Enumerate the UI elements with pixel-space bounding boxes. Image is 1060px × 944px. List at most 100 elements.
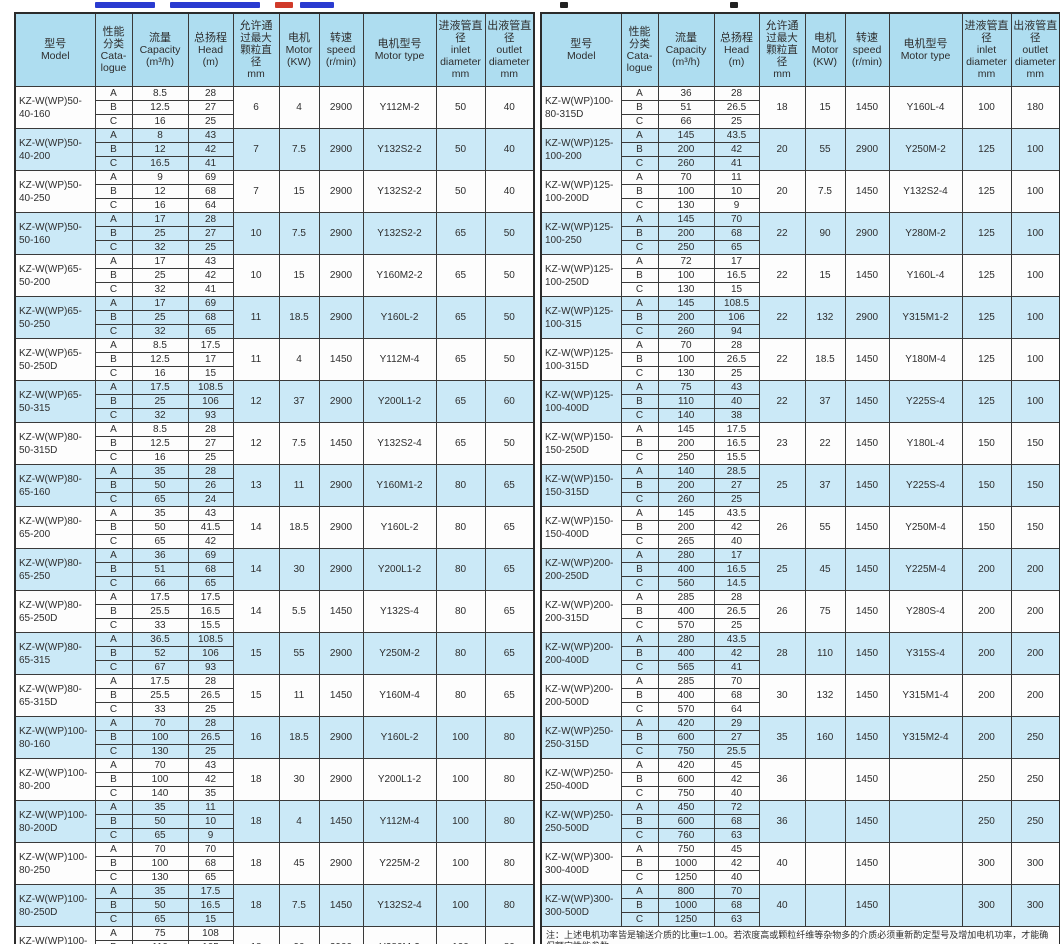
particle-cell: 12 bbox=[232, 380, 280, 423]
motor-type-cell: Y225S-4 bbox=[888, 380, 963, 423]
motor-type-cell: Y280M-2 bbox=[888, 212, 963, 255]
head-cell: 24 bbox=[187, 492, 234, 507]
motor-type-cell: Y132S2-2 bbox=[362, 170, 437, 213]
outlet-diameter-cell: 50 bbox=[484, 338, 535, 381]
col-header-line: 径 bbox=[250, 56, 262, 69]
motor-kw-cell: 132 bbox=[804, 296, 846, 339]
col-header-line: 颗粒直 bbox=[766, 44, 798, 57]
col-header-line: inlet bbox=[976, 44, 997, 57]
model-cell: KZ-W(WP)80-65-315D bbox=[14, 674, 96, 717]
sub-row: KZ-W(WP)100-80-315A7510818902900Y280M-21… bbox=[14, 926, 535, 944]
capacity-cell: 36 bbox=[657, 86, 715, 101]
capacity-cell: 35 bbox=[131, 800, 189, 815]
particle-cell: 18 bbox=[232, 758, 280, 801]
speed-cell: 2900 bbox=[318, 926, 364, 944]
capacity-cell: 570 bbox=[657, 618, 715, 633]
catalogue-cell: B bbox=[620, 814, 659, 829]
head-cell: 26.5 bbox=[713, 604, 760, 619]
head-cell: 27 bbox=[713, 478, 760, 493]
catalogue-cell: A bbox=[94, 422, 133, 437]
inlet-diameter-cell: 200 bbox=[961, 674, 1012, 717]
inlet-diameter-cell: 125 bbox=[961, 170, 1012, 213]
catalogue-cell: C bbox=[94, 828, 133, 843]
catalogue-cell: B bbox=[94, 814, 133, 829]
motor-type-cell: Y160L-2 bbox=[362, 506, 437, 549]
motor-kw-cell: 45 bbox=[278, 842, 320, 885]
catalogue-cell: A bbox=[94, 884, 133, 899]
motor-type-cell: Y132S2-2 bbox=[362, 212, 437, 255]
catalogue-cell: B bbox=[94, 940, 133, 944]
col-header-speed: 转速 speed (r/min) bbox=[318, 12, 364, 87]
sub-row: C 66 25 bbox=[541, 114, 1060, 129]
outlet-diameter-cell: 50 bbox=[484, 296, 535, 339]
outlet-diameter-cell: 200 bbox=[1010, 548, 1060, 591]
speed-cell: 1450 bbox=[844, 842, 890, 885]
col-header-line: Capacity bbox=[665, 44, 707, 57]
col-header-line: 总扬程 bbox=[194, 31, 227, 44]
col-header-line: 过最大 bbox=[240, 32, 272, 45]
sub-row: C 260 94 bbox=[541, 324, 1060, 339]
sub-row: B 25 106 bbox=[15, 394, 534, 409]
speed-cell: 1450 bbox=[844, 674, 890, 717]
head-cell: 15.5 bbox=[713, 450, 760, 465]
head-cell: 29 bbox=[713, 716, 760, 731]
model-row-group: KZ-W(WP)125-100-400D A 75 43 22 37 1450 Y225S-4… bbox=[540, 380, 1060, 423]
particle-cell: 10 bbox=[232, 254, 280, 297]
catalogue-cell: C bbox=[620, 870, 659, 885]
speed-cell: 2900 bbox=[318, 464, 364, 507]
capacity-cell: 32 bbox=[131, 408, 189, 423]
particle-cell: 15 bbox=[232, 632, 280, 675]
model-row-group: KZ-W(WP)125-100-315D A 70 28 22 18.5 1450 Y180M… bbox=[540, 338, 1060, 381]
head-cell: 68 bbox=[713, 898, 760, 913]
motor-type-cell bbox=[888, 758, 963, 801]
sub-row: KZ-W(WP)100-80-250 A 70 70 18 45 2900 Y225M-2 10… bbox=[14, 842, 535, 885]
model-row-group: KZ-W(WP)65-50-250 A 17 69 11 18.5 2900 Y160L-2 6… bbox=[14, 296, 535, 339]
outlet-diameter-cell: 200 bbox=[1010, 632, 1060, 675]
motor-kw-cell bbox=[804, 842, 846, 885]
col-header-line: 转速 bbox=[330, 31, 352, 44]
catalogue-cell: A bbox=[620, 422, 659, 437]
catalogue-cell: C bbox=[94, 324, 133, 339]
footnote-cell: 注：上述电机功率皆是输送介质的比重t=1.00。若浓度高或颗粒纤维等杂物多的介质… bbox=[540, 926, 1060, 944]
col-header-motor_type: 电机型号 Motor type bbox=[888, 12, 963, 87]
motor-type-cell: Y132S-4 bbox=[362, 590, 437, 633]
motor-type-cell: Y225S-4 bbox=[888, 464, 963, 507]
outlet-diameter-cell: 300 bbox=[1010, 842, 1060, 885]
particle-cell: 25 bbox=[758, 464, 806, 507]
capacity-cell: 260 bbox=[657, 492, 715, 507]
outlet-diameter-cell: 80 bbox=[484, 926, 535, 944]
outlet-diameter-cell: 65 bbox=[484, 632, 535, 675]
sub-row: C 130 65 bbox=[15, 870, 534, 885]
capacity-cell: 25 bbox=[131, 310, 189, 325]
particle-cell: 22 bbox=[758, 254, 806, 297]
sub-row: KZ-W(WP)80-65-160 A 35 28 13 11 2900 Y160M1-2 80… bbox=[14, 464, 535, 507]
motor-type-cell bbox=[888, 800, 963, 843]
sub-row: C 760 63 bbox=[541, 828, 1060, 843]
head-cell: 70 bbox=[713, 884, 760, 899]
sub-row: KZ-W(WP)100-80-315D A 36 28 18 15 1450 Y160L-4 1… bbox=[540, 86, 1060, 129]
sub-row: KZ-W(WP)300-300-500D A 800 70 40 1450 300 300 bbox=[540, 884, 1060, 927]
model-row-group: KZ-W(WP)125-100-250 A 145 70 22 90 2900 Y280M-2… bbox=[540, 212, 1060, 255]
particle-cell: 22 bbox=[758, 296, 806, 339]
col-header-line: 流量 bbox=[149, 31, 171, 44]
model-cell: KZ-W(WP)65-50-200 bbox=[14, 254, 96, 297]
sub-row: B 400 68 bbox=[541, 688, 1060, 703]
speed-cell: 1450 bbox=[318, 422, 364, 465]
particle-cell: 26 bbox=[758, 590, 806, 633]
col-header-line: (KW) bbox=[813, 56, 837, 69]
head-cell: 94 bbox=[713, 324, 760, 339]
catalogue-cell: B bbox=[620, 184, 659, 199]
speed-cell: 1450 bbox=[844, 884, 890, 927]
outlet-diameter-cell: 150 bbox=[1010, 422, 1060, 465]
model-row-group: KZ-W(WP)150-150-400D A 145 43.5 26 55 1450 Y250… bbox=[540, 506, 1060, 549]
model-row-group: KZ-W(WP)100-80-160 A 70 28 16 18.5 2900 Y160L-2… bbox=[14, 716, 535, 759]
model-cell: KZ-W(WP)150-150-250D bbox=[540, 422, 622, 465]
outlet-diameter-cell: 250 bbox=[1010, 716, 1060, 759]
col-header-line: Cata- bbox=[100, 50, 127, 63]
capacity-cell: 70 bbox=[131, 716, 189, 731]
head-cell: 17 bbox=[713, 254, 760, 269]
head-cell: 15.5 bbox=[187, 618, 234, 633]
sub-row: KZ-W(WP)65-50-200 A 17 43 10 15 2900 Y160M2-2 65… bbox=[14, 254, 535, 297]
model-cell: KZ-W(WP)125-100-315D bbox=[540, 338, 622, 381]
motor-kw-cell: 132 bbox=[804, 674, 846, 717]
